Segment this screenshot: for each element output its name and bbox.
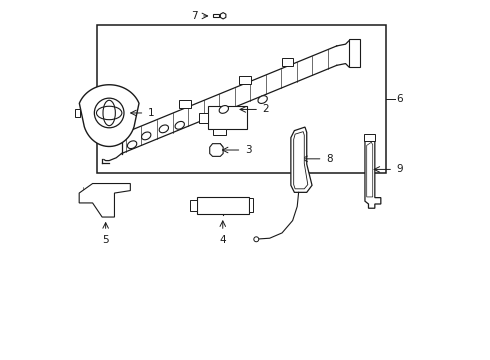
Bar bbox=[213, 129, 225, 135]
Text: 5: 5 bbox=[102, 235, 109, 246]
Ellipse shape bbox=[159, 125, 169, 133]
Ellipse shape bbox=[219, 105, 228, 113]
Text: 8: 8 bbox=[326, 154, 333, 164]
Bar bbox=[282, 58, 293, 66]
Bar bbox=[97, 25, 386, 173]
Text: 7: 7 bbox=[191, 11, 197, 21]
Polygon shape bbox=[294, 132, 308, 189]
Polygon shape bbox=[365, 138, 381, 208]
Bar bbox=[239, 76, 251, 84]
Bar bbox=[197, 197, 248, 213]
Text: 4: 4 bbox=[220, 235, 226, 245]
Bar bbox=[190, 200, 197, 211]
Text: 6: 6 bbox=[397, 94, 403, 104]
Bar bbox=[213, 14, 219, 17]
Polygon shape bbox=[367, 142, 373, 197]
Bar bbox=[179, 100, 191, 108]
Polygon shape bbox=[79, 85, 139, 147]
Bar bbox=[364, 134, 375, 141]
Text: 2: 2 bbox=[263, 104, 270, 114]
Circle shape bbox=[254, 237, 259, 242]
Text: 3: 3 bbox=[245, 145, 252, 155]
Ellipse shape bbox=[127, 141, 137, 149]
Bar bbox=[74, 109, 80, 117]
Bar bbox=[349, 39, 360, 67]
Bar bbox=[208, 106, 247, 129]
Text: 1: 1 bbox=[148, 108, 155, 118]
Ellipse shape bbox=[175, 121, 184, 129]
Text: 9: 9 bbox=[397, 165, 403, 174]
Bar bbox=[248, 198, 253, 212]
Ellipse shape bbox=[142, 132, 151, 140]
Ellipse shape bbox=[258, 96, 268, 103]
Polygon shape bbox=[210, 144, 223, 156]
Polygon shape bbox=[291, 127, 312, 192]
Bar bbox=[199, 113, 208, 123]
Circle shape bbox=[95, 98, 124, 128]
Polygon shape bbox=[79, 184, 130, 217]
